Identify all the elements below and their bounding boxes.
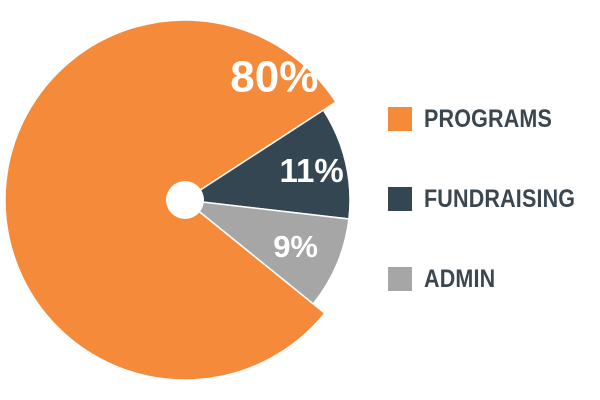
pie-slice-admin [182, 198, 350, 305]
legend-label-fundraising: FUNDRAISING [424, 184, 576, 213]
legend-swatch-programs [388, 107, 412, 131]
pie-center-hole [166, 181, 204, 219]
legend-label-programs: PROGRAMS [424, 104, 553, 133]
value-label-fundraising: 11% [279, 152, 343, 189]
pie-slice-fundraising [182, 109, 351, 220]
legend-swatch-fundraising [388, 187, 412, 211]
legend-item-fundraising: FUNDRAISING [388, 182, 598, 216]
legend: PROGRAMS FUNDRAISING ADMIN [388, 102, 598, 342]
legend-item-admin: ADMIN [388, 262, 598, 296]
legend-item-programs: PROGRAMS [388, 102, 598, 136]
legend-label-admin: ADMIN [424, 264, 496, 293]
value-label-programs: 80% [230, 53, 318, 102]
value-label-admin: 9% [273, 229, 318, 264]
legend-swatch-admin [388, 267, 412, 291]
